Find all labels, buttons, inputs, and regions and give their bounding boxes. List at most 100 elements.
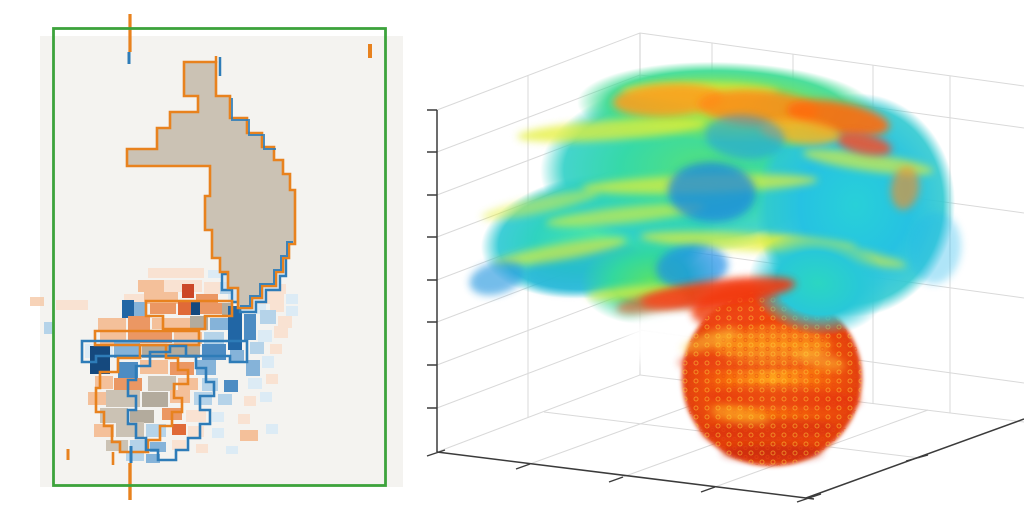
heatmap-cell bbox=[100, 408, 128, 423]
heatmap-cell bbox=[266, 374, 278, 384]
heatmap-cell bbox=[270, 344, 282, 354]
heatmap-cell bbox=[240, 430, 258, 441]
heatmap-cell bbox=[148, 268, 204, 278]
grid-line bbox=[436, 32, 641, 111]
heatmap-cell bbox=[258, 330, 272, 342]
sphere-yellow-ring bbox=[681, 327, 739, 353]
heatmap-cell bbox=[238, 414, 250, 424]
heatmap-cell bbox=[106, 390, 140, 407]
yellow-streak bbox=[517, 118, 707, 142]
heatmap-cell bbox=[278, 316, 292, 328]
x-axis bbox=[436, 451, 815, 500]
heatmap-cell bbox=[250, 342, 264, 354]
blue-patch bbox=[469, 260, 525, 296]
contour-blue-right-edge bbox=[231, 98, 276, 150]
heatmap-cell bbox=[218, 394, 232, 405]
heatmap-cell bbox=[202, 344, 226, 360]
corner-tick bbox=[796, 493, 822, 503]
heatmap-cell bbox=[212, 412, 224, 422]
contour-blue-bar bbox=[80, 339, 249, 364]
heatmap-cell bbox=[134, 302, 146, 316]
heatmap-cell bbox=[142, 392, 168, 407]
heatmap-cell bbox=[140, 360, 168, 374]
y-axis-tick bbox=[905, 454, 929, 462]
contour-orange-bar-top bbox=[144, 299, 234, 331]
red-band-junction bbox=[616, 292, 688, 314]
heatmap-cell bbox=[128, 316, 150, 330]
heatmap-cell bbox=[138, 280, 164, 292]
grid-line bbox=[639, 32, 1024, 87]
heatmap-cell bbox=[226, 446, 238, 454]
heatmap-cell bbox=[246, 360, 260, 376]
heatmap-cell bbox=[224, 380, 238, 392]
yellow-streak bbox=[481, 190, 599, 220]
roi-border bbox=[52, 27, 387, 487]
contour-blue-right-edge bbox=[240, 241, 293, 307]
heatmap-cell bbox=[262, 356, 274, 368]
heatmap-cell bbox=[30, 297, 44, 306]
heatmap-cell bbox=[146, 454, 160, 463]
heatmap-cell bbox=[202, 378, 218, 391]
contour-orange-lower bbox=[94, 343, 190, 454]
slice-heatmap-panel bbox=[30, 14, 403, 500]
blue-patch bbox=[705, 114, 785, 160]
heatmap-cell bbox=[56, 300, 88, 310]
grid-line bbox=[436, 330, 641, 409]
orange-side-dash bbox=[890, 166, 920, 210]
heatmap-cell bbox=[194, 392, 212, 405]
heatmap-cell bbox=[230, 350, 244, 362]
heatmap-cell bbox=[286, 306, 298, 316]
heatmap-cell bbox=[191, 302, 200, 315]
heatmap-cell bbox=[254, 304, 266, 314]
heatmap-cell bbox=[98, 318, 126, 330]
heatmap-cell bbox=[244, 314, 256, 340]
heatmap-cell bbox=[270, 302, 284, 312]
heatmap-cell bbox=[172, 440, 186, 450]
heatmap-cell bbox=[260, 392, 272, 402]
heatmap-cell bbox=[186, 410, 206, 422]
isosurface-right-leg bbox=[748, 230, 888, 336]
heatmap-cell bbox=[130, 440, 148, 451]
contour-blue-lower bbox=[126, 344, 216, 462]
heatmap-cell bbox=[126, 452, 144, 461]
yellow-streak bbox=[545, 203, 705, 227]
heatmap-cell bbox=[148, 376, 176, 391]
heatmap-cell bbox=[274, 326, 288, 338]
corner-tick bbox=[426, 449, 446, 457]
heatmap-cell bbox=[178, 302, 191, 315]
heatmap-cell bbox=[248, 378, 262, 389]
heatmap-cell bbox=[244, 396, 256, 406]
heatmap-cell bbox=[182, 284, 194, 298]
heatmap-cell bbox=[204, 282, 220, 294]
heatmap-cell bbox=[266, 424, 278, 434]
surface-3d-panel bbox=[426, 32, 1024, 503]
heatmap-cell bbox=[222, 303, 232, 315]
blue-patch bbox=[908, 212, 962, 284]
heatmap-cell bbox=[196, 444, 208, 453]
x-axis-tick bbox=[608, 476, 624, 483]
heatmap-cell bbox=[90, 346, 110, 374]
grid-line bbox=[436, 374, 641, 453]
heatmap-cell bbox=[260, 310, 276, 324]
heatmap-cell bbox=[286, 294, 298, 304]
orange-top-patch bbox=[613, 83, 723, 117]
heatmap-cell bbox=[124, 294, 144, 304]
heatmap-cell bbox=[130, 410, 154, 423]
heatmap-cell bbox=[150, 303, 176, 314]
heatmap-cell bbox=[188, 426, 204, 437]
heatmap-cell bbox=[172, 424, 186, 435]
heatmap-cell bbox=[152, 318, 190, 329]
heatmap-cell bbox=[208, 270, 224, 278]
heatmap-cell bbox=[170, 362, 194, 375]
blue-patch bbox=[656, 244, 728, 290]
sphere-yellow-ring bbox=[794, 349, 846, 371]
heatmap-cell bbox=[44, 322, 54, 334]
slice-heatmap-content bbox=[30, 14, 403, 500]
heatmap-cell bbox=[196, 294, 218, 304]
heatmap-cell bbox=[212, 428, 224, 438]
x-axis-tick bbox=[515, 463, 531, 470]
yellow-streak bbox=[493, 237, 627, 267]
heatmap-cell bbox=[150, 442, 166, 452]
sphere-yellow-ring bbox=[710, 405, 770, 425]
